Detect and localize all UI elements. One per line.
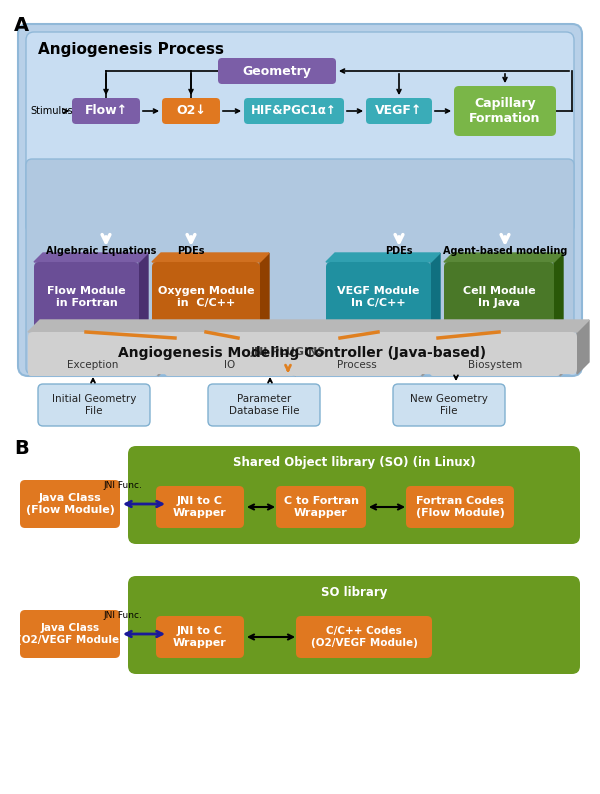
Text: JNI to C
Wrapper: JNI to C Wrapper xyxy=(173,496,227,518)
FancyBboxPatch shape xyxy=(162,98,220,124)
FancyBboxPatch shape xyxy=(165,354,295,376)
Polygon shape xyxy=(438,328,448,366)
Text: Parameter
Database File: Parameter Database File xyxy=(229,394,299,416)
Text: Algebraic Equations: Algebraic Equations xyxy=(46,246,156,256)
Text: Exception: Exception xyxy=(67,360,119,370)
Polygon shape xyxy=(152,253,269,262)
Polygon shape xyxy=(28,320,589,332)
Text: Flow↑: Flow↑ xyxy=(85,105,128,118)
FancyBboxPatch shape xyxy=(72,98,140,124)
Text: Geometry: Geometry xyxy=(242,64,311,78)
Text: IO: IO xyxy=(224,360,236,370)
Text: PDEs: PDEs xyxy=(385,246,413,256)
Text: JNI PLUGINS: JNI PLUGINS xyxy=(250,347,326,357)
Text: Initial Geometry
File: Initial Geometry File xyxy=(52,394,136,416)
Polygon shape xyxy=(139,253,148,332)
FancyBboxPatch shape xyxy=(156,616,244,658)
Polygon shape xyxy=(422,346,430,376)
Text: New Geometry
File: New Geometry File xyxy=(410,394,488,416)
Text: PDEs: PDEs xyxy=(177,246,205,256)
Text: Java Class
(O2/VEGF Module): Java Class (O2/VEGF Module) xyxy=(17,623,124,645)
Text: Process: Process xyxy=(337,360,377,370)
Polygon shape xyxy=(431,253,440,332)
Text: O2↓: O2↓ xyxy=(176,105,206,118)
Text: Oxygen Module
in  C/C++: Oxygen Module in C/C++ xyxy=(158,286,254,308)
Polygon shape xyxy=(560,346,568,376)
FancyBboxPatch shape xyxy=(444,262,554,332)
FancyBboxPatch shape xyxy=(20,610,120,658)
Text: JNI to C
Wrapper: JNI to C Wrapper xyxy=(173,626,227,648)
Polygon shape xyxy=(444,253,563,262)
FancyBboxPatch shape xyxy=(208,384,320,426)
FancyBboxPatch shape xyxy=(34,262,139,332)
FancyBboxPatch shape xyxy=(38,384,150,426)
FancyBboxPatch shape xyxy=(28,332,577,374)
FancyBboxPatch shape xyxy=(152,262,260,332)
FancyBboxPatch shape xyxy=(26,159,574,374)
FancyBboxPatch shape xyxy=(244,98,344,124)
Text: C to Fortran
Wrapper: C to Fortran Wrapper xyxy=(284,496,359,518)
FancyBboxPatch shape xyxy=(393,384,505,426)
FancyBboxPatch shape xyxy=(296,616,432,658)
Text: Capillary
Formation: Capillary Formation xyxy=(469,97,541,125)
Text: VEGF Module
In C/C++: VEGF Module In C/C++ xyxy=(337,286,419,308)
Text: Shared Object library (SO) (in Linux): Shared Object library (SO) (in Linux) xyxy=(233,456,475,469)
FancyBboxPatch shape xyxy=(430,354,560,376)
FancyBboxPatch shape xyxy=(18,24,582,376)
FancyBboxPatch shape xyxy=(20,480,120,528)
Polygon shape xyxy=(326,253,440,262)
Text: C/C++ Codes
(O2/VEGF Module): C/C++ Codes (O2/VEGF Module) xyxy=(311,626,418,648)
Text: Fortran Codes
(Flow Module): Fortran Codes (Flow Module) xyxy=(416,496,505,518)
Polygon shape xyxy=(260,253,269,332)
Text: HIF&PGC1α↑: HIF&PGC1α↑ xyxy=(251,105,337,118)
FancyBboxPatch shape xyxy=(156,486,244,528)
Text: JNI Func.: JNI Func. xyxy=(104,481,142,490)
Text: Angiogenesis Modeling Controller (Java-based): Angiogenesis Modeling Controller (Java-b… xyxy=(118,346,487,360)
FancyBboxPatch shape xyxy=(366,98,432,124)
Polygon shape xyxy=(34,253,148,262)
Text: Biosystem: Biosystem xyxy=(468,360,522,370)
Text: JNI Func.: JNI Func. xyxy=(104,611,142,620)
FancyBboxPatch shape xyxy=(406,486,514,528)
FancyBboxPatch shape xyxy=(138,338,438,366)
Polygon shape xyxy=(158,346,166,376)
Polygon shape xyxy=(138,328,448,338)
Text: SO library: SO library xyxy=(321,586,387,599)
Text: Java Class
(Flow Module): Java Class (Flow Module) xyxy=(26,493,115,515)
FancyBboxPatch shape xyxy=(128,576,580,674)
Text: Flow Module
in Fortran: Flow Module in Fortran xyxy=(47,286,126,308)
Text: Angiogenesis Process: Angiogenesis Process xyxy=(38,42,224,57)
Polygon shape xyxy=(577,320,589,374)
Text: Stimulus: Stimulus xyxy=(30,106,73,116)
Text: A: A xyxy=(14,16,29,35)
Text: Cell Module
In Java: Cell Module In Java xyxy=(463,286,535,308)
Polygon shape xyxy=(295,346,303,376)
FancyBboxPatch shape xyxy=(326,262,431,332)
FancyBboxPatch shape xyxy=(128,446,580,544)
FancyBboxPatch shape xyxy=(454,86,556,136)
FancyBboxPatch shape xyxy=(218,58,336,84)
Text: B: B xyxy=(14,439,29,458)
FancyBboxPatch shape xyxy=(28,354,158,376)
FancyBboxPatch shape xyxy=(292,354,422,376)
FancyBboxPatch shape xyxy=(276,486,366,528)
Polygon shape xyxy=(554,253,563,332)
FancyBboxPatch shape xyxy=(26,32,574,234)
Text: Agent-based modeling: Agent-based modeling xyxy=(443,246,567,256)
Text: VEGF↑: VEGF↑ xyxy=(376,105,422,118)
